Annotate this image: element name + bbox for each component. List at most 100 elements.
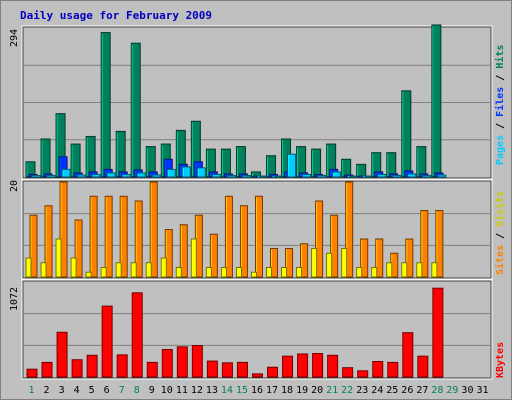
sites-legend-label: Sites <box>494 245 506 275</box>
sites-bar <box>100 267 107 278</box>
visits-bar <box>239 205 248 278</box>
kbytes-bar <box>387 361 399 378</box>
sites-bar <box>40 262 47 278</box>
visits-bar <box>29 214 38 278</box>
day-label: 17 <box>266 385 278 396</box>
pages-bar <box>392 174 402 178</box>
visits-bar <box>179 224 188 278</box>
sites-bar <box>296 267 303 278</box>
sites-bar <box>371 267 378 278</box>
visits-bar <box>119 195 128 278</box>
day-label: 27 <box>416 385 428 396</box>
sites-bar <box>190 238 197 278</box>
visits-bar <box>330 214 339 278</box>
kbytes-bar <box>26 368 38 378</box>
day-label: 3 <box>59 385 65 396</box>
visits-bar <box>59 181 68 278</box>
pages-bar <box>31 174 41 178</box>
pages-bar <box>76 174 86 178</box>
panel-border <box>21 179 493 280</box>
pages-bar <box>181 166 191 178</box>
sites-bar <box>175 267 182 278</box>
kbytes-bar <box>297 353 309 378</box>
kbytes-bar <box>161 349 173 378</box>
sites-bar <box>235 267 242 278</box>
day-label: 14 <box>221 385 233 396</box>
visits-sites-panel <box>21 179 493 280</box>
visits-bar <box>89 195 98 278</box>
visits-legend-label: Visits <box>494 191 506 227</box>
sites-bar <box>431 262 438 278</box>
day-label: 30 <box>461 385 473 396</box>
sites-bar <box>341 248 348 278</box>
hits-files-pages-panel <box>21 24 493 180</box>
pages-bar <box>256 175 266 178</box>
pages-bar <box>437 174 447 178</box>
visits-bar <box>435 210 444 278</box>
visits-bar <box>104 195 113 278</box>
pages-bar <box>241 174 251 178</box>
kbytes-bar <box>342 367 354 378</box>
kbytes-bar <box>282 355 294 378</box>
day-label: 4 <box>74 385 80 396</box>
pages-bar <box>121 173 131 178</box>
kbytes-bar <box>327 354 339 378</box>
pages-bar <box>272 175 282 178</box>
day-label: 6 <box>104 385 110 396</box>
sites-bar <box>55 238 62 278</box>
kbytes-bar <box>41 361 53 378</box>
files-legend-label: Files <box>494 87 506 117</box>
pages-bar <box>136 172 146 178</box>
sites-bar <box>85 271 92 278</box>
pages-bar <box>422 174 432 178</box>
kbytes-bar <box>236 361 248 378</box>
visits-bar <box>74 219 83 278</box>
kbytes-bar <box>402 332 414 378</box>
sites-bar <box>70 257 77 278</box>
kbytes-bar <box>267 366 279 378</box>
sites-bar <box>25 257 32 278</box>
day-label: 12 <box>191 385 203 396</box>
sites-bar <box>250 271 257 278</box>
kbytes-bar <box>131 292 143 378</box>
kbytes-bar <box>71 359 83 378</box>
day-label: 29 <box>446 385 458 396</box>
hits-files-pages-axis-label: Pages / Files / Hits <box>494 45 506 165</box>
kbytes-bar <box>56 331 68 378</box>
visits-bar <box>420 210 429 278</box>
kbytes-bar <box>432 287 444 378</box>
day-label: 31 <box>476 385 488 396</box>
sites-visits-axis-label: Sites / Visits <box>494 191 506 275</box>
kbytes-bar <box>251 373 263 378</box>
pages-bar <box>347 175 357 178</box>
day-label: 2 <box>44 385 50 396</box>
day-label: 26 <box>401 385 413 396</box>
day-label: 5 <box>89 385 95 396</box>
panel-border-inner <box>22 280 492 379</box>
day-label: 13 <box>206 385 218 396</box>
sites-bar <box>130 262 137 278</box>
kbytes-bar <box>357 370 369 378</box>
day-label: 7 <box>119 385 125 396</box>
visits-bar <box>149 181 158 278</box>
pages-bar <box>211 173 221 178</box>
visits-bar <box>405 238 414 278</box>
kbytes-axis-label: KBytes <box>495 342 506 378</box>
hits-legend-label: Hits <box>494 45 506 69</box>
sites-bar <box>160 257 167 278</box>
pages-bar <box>287 153 297 178</box>
kbytes-bar <box>101 305 113 378</box>
sites-bar <box>356 267 363 278</box>
day-label: 16 <box>251 385 263 396</box>
kbytes-legend-label: KBytes <box>495 342 506 378</box>
day-label: 28 <box>431 385 443 396</box>
panel-border-inner <box>22 26 492 179</box>
kbytes-bar <box>176 346 188 378</box>
hits-ymax-label: 294 <box>9 29 20 47</box>
pages-bar <box>46 174 56 178</box>
pages-bar <box>362 175 372 178</box>
visits-bar <box>360 238 369 278</box>
visits-bar <box>224 195 233 278</box>
day-label: 25 <box>386 385 398 396</box>
